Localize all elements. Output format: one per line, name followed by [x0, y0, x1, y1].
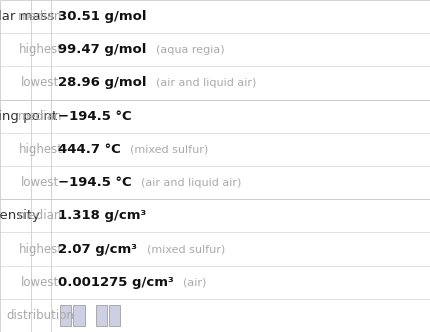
Bar: [95, 305, 107, 326]
Bar: [109, 305, 120, 326]
Text: highest: highest: [18, 242, 62, 256]
Text: (aqua regia): (aqua regia): [156, 45, 224, 55]
Text: (air): (air): [183, 277, 206, 287]
Text: (mixed sulfur): (mixed sulfur): [130, 144, 208, 154]
Text: 1.318 g/cm³: 1.318 g/cm³: [58, 209, 146, 222]
Text: median: median: [18, 110, 62, 123]
Text: 99.47 g/mol: 99.47 g/mol: [58, 43, 156, 56]
Text: 2.07 g/cm³: 2.07 g/cm³: [58, 242, 146, 256]
Bar: [73, 305, 84, 326]
Text: 444.7 °C: 444.7 °C: [58, 143, 130, 156]
Text: lowest: lowest: [22, 176, 59, 189]
Text: (air and liquid air): (air and liquid air): [156, 78, 256, 88]
Text: molar mass: molar mass: [0, 10, 54, 23]
Text: (air and liquid air): (air and liquid air): [141, 178, 241, 188]
Text: distribution: distribution: [6, 309, 74, 322]
Text: boiling point: boiling point: [0, 110, 57, 123]
Text: lowest: lowest: [22, 76, 59, 90]
Text: highest: highest: [18, 143, 62, 156]
Text: 0.001275 g/cm³: 0.001275 g/cm³: [58, 276, 183, 289]
Text: −194.5 °C: −194.5 °C: [58, 110, 132, 123]
Text: lowest: lowest: [22, 276, 59, 289]
Bar: [59, 305, 71, 326]
Text: −194.5 °C: −194.5 °C: [58, 176, 141, 189]
Text: median: median: [18, 209, 62, 222]
Text: (mixed sulfur): (mixed sulfur): [146, 244, 224, 254]
Text: density: density: [0, 209, 40, 222]
Text: highest: highest: [18, 43, 62, 56]
Text: median: median: [18, 10, 62, 23]
Text: 28.96 g/mol: 28.96 g/mol: [58, 76, 156, 90]
Text: 30.51 g/mol: 30.51 g/mol: [58, 10, 147, 23]
